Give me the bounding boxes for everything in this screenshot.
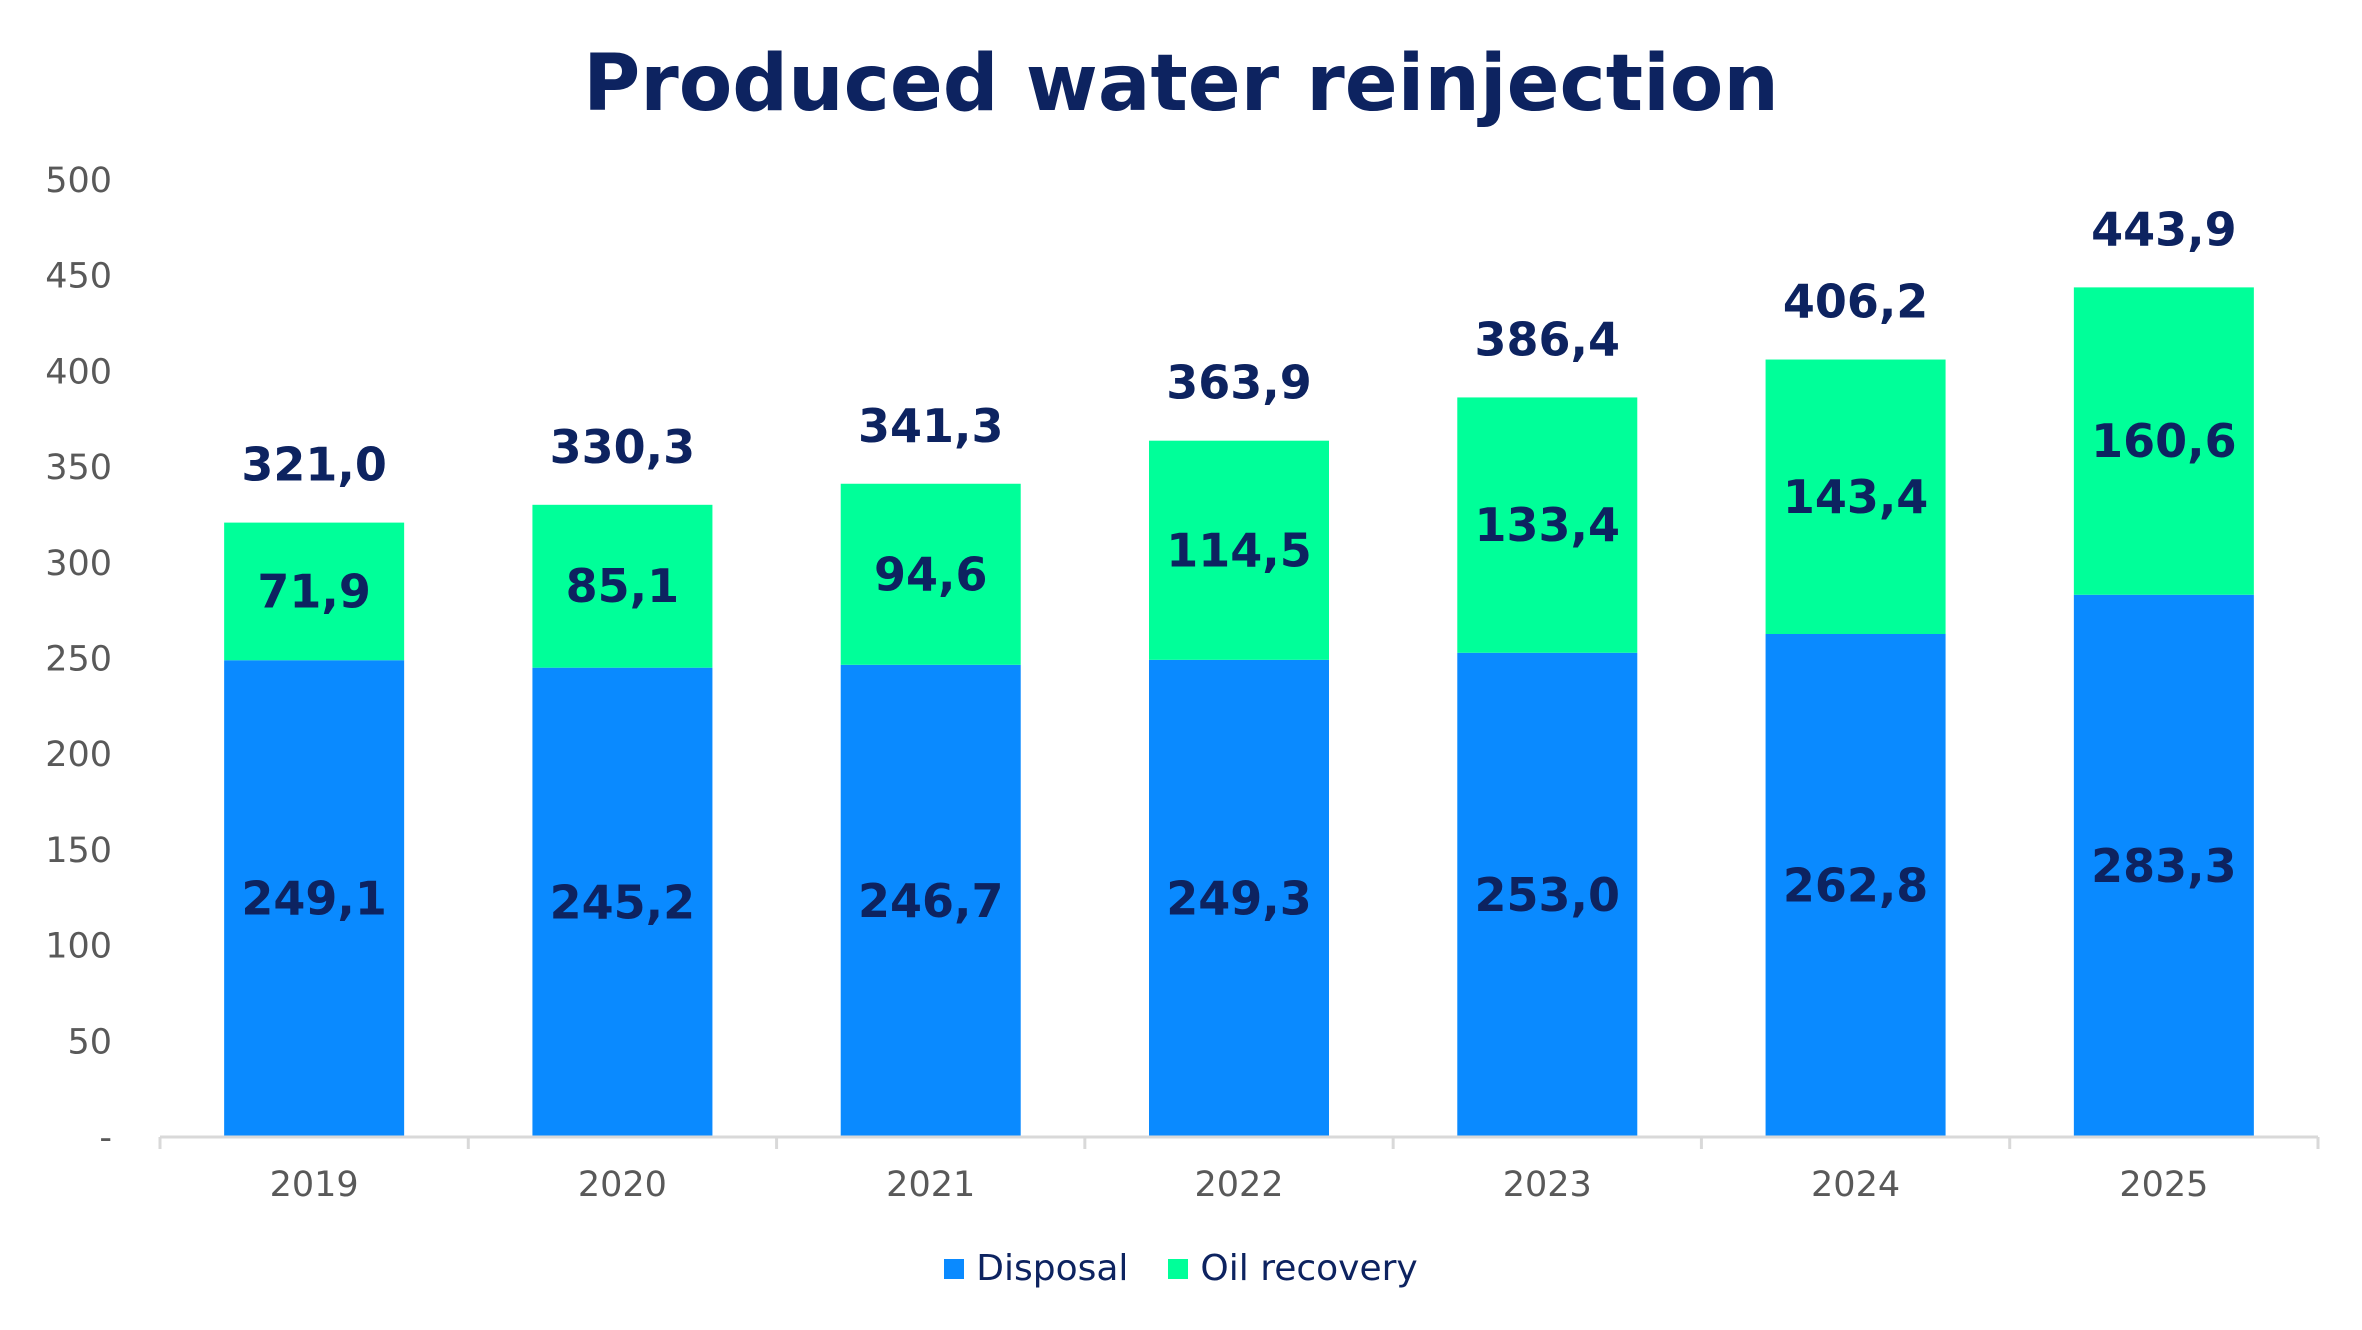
y-tick-label: 450 — [45, 257, 112, 297]
x-tick-label: 2021 — [886, 1165, 975, 1205]
x-axis — [158, 1135, 2320, 1149]
bar-oil-recovery — [532, 504, 713, 668]
bar-disposal — [532, 667, 713, 1137]
data-label-oil-recovery: 85,1 — [566, 559, 680, 613]
y-tick-label: 150 — [45, 831, 112, 871]
bar-oil-recovery — [2073, 287, 2254, 595]
legend-label-disposal: Disposal — [976, 1248, 1129, 1289]
bar-disposal — [1765, 634, 1946, 1137]
bar-disposal — [1457, 652, 1638, 1137]
legend-item-oil-recovery: Oil recovery — [1168, 1248, 1418, 1289]
y-axis-tick-labels: - 50 100 150 200 250 300 350 400 450 500 — [45, 161, 112, 1158]
y-tick-label: 50 — [67, 1022, 112, 1062]
bar-disposal — [840, 664, 1021, 1137]
x-axis-tick-labels: 2019 2020 2021 2022 2023 2024 2025 — [270, 1165, 2209, 1205]
data-label-oil-recovery: 133,4 — [1475, 498, 1621, 552]
chart-title: Produced water reinjection — [583, 39, 1779, 129]
y-tick-label: - — [99, 1118, 112, 1158]
y-tick-label: 250 — [45, 640, 112, 680]
x-tick-label: 2024 — [1811, 1165, 1900, 1205]
legend: Disposal Oil recovery — [0, 1248, 2362, 1289]
total-label: 443,9 — [2091, 202, 2237, 256]
bar-oil-recovery — [1765, 359, 1946, 635]
data-label-disposal: 249,1 — [241, 872, 387, 926]
y-tick-label: 400 — [45, 352, 112, 392]
legend-label-oil-recovery: Oil recovery — [1200, 1248, 1418, 1289]
legend-swatch-disposal — [944, 1258, 965, 1279]
data-label-disposal: 246,7 — [858, 874, 1004, 928]
bar-oil-recovery — [1457, 397, 1638, 653]
bar-disposal — [2073, 594, 2254, 1137]
total-label: 330,3 — [550, 420, 696, 474]
data-label-oil-recovery: 71,9 — [257, 564, 371, 618]
y-tick-label: 500 — [45, 161, 112, 201]
legend-item-disposal: Disposal — [944, 1248, 1128, 1289]
segment-data-labels: 249,1 71,9 245,2 85,1 246,7 94,6 249,3 114,5 253… — [241, 414, 2236, 929]
data-label-disposal: 245,2 — [550, 875, 696, 929]
y-tick-label: 200 — [45, 735, 112, 775]
data-label-disposal: 249,3 — [1166, 871, 1312, 925]
total-label: 321,0 — [241, 438, 387, 492]
data-label-oil-recovery: 143,4 — [1783, 470, 1929, 524]
x-tick-label: 2020 — [578, 1165, 667, 1205]
data-label-oil-recovery: 114,5 — [1166, 523, 1312, 577]
legend-swatch-oil-recovery — [1168, 1258, 1189, 1279]
total-label: 386,4 — [1475, 312, 1621, 366]
bar-oil-recovery — [840, 483, 1021, 665]
data-label-oil-recovery: 160,6 — [2091, 414, 2237, 468]
bar-oil-recovery — [1149, 440, 1329, 660]
y-tick-label: 300 — [45, 544, 112, 584]
data-label-oil-recovery: 94,6 — [874, 547, 988, 601]
bar-oil-recovery — [224, 522, 405, 661]
total-label: 363,9 — [1166, 355, 1312, 409]
data-label-disposal: 253,0 — [1475, 868, 1621, 922]
bar-disposal — [224, 660, 405, 1137]
total-data-labels: 321,0 330,3 341,3 363,9 386,4 406,2 443,9 — [241, 202, 2236, 491]
y-tick-label: 350 — [45, 448, 112, 488]
x-tick-label: 2025 — [2119, 1165, 2208, 1205]
total-label: 341,3 — [858, 399, 1004, 453]
bar-disposal — [1149, 659, 1329, 1137]
y-tick-label: 100 — [45, 927, 112, 967]
total-label: 406,2 — [1783, 275, 1929, 329]
data-label-disposal: 283,3 — [2091, 839, 2237, 893]
x-tick-label: 2022 — [1194, 1165, 1283, 1205]
x-tick-label: 2023 — [1503, 1165, 1592, 1205]
data-label-disposal: 262,8 — [1783, 859, 1929, 913]
x-tick-label: 2019 — [270, 1165, 359, 1205]
bars — [224, 287, 2254, 1137]
